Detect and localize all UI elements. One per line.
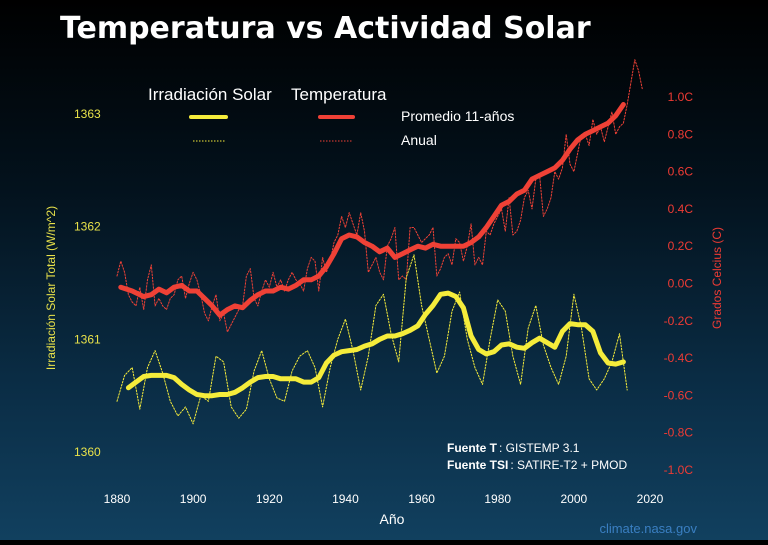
right-tick-7: -0.4C (664, 351, 694, 365)
legend-annual-label: Anual (401, 132, 437, 148)
right-tick-4: 0.2C (668, 239, 694, 253)
left-axis-ticks: 1360 1361 1362 1363 (74, 107, 101, 459)
left-tick-1360: 1360 (74, 445, 101, 459)
right-tick-9: -0.8C (664, 426, 694, 440)
x-tick-1920: 1920 (256, 492, 283, 506)
x-axis-label: Año (380, 511, 405, 527)
right-tick-0: 1.0C (668, 90, 694, 104)
right-tick-5: 0.0C (668, 277, 694, 291)
x-tick-1900: 1900 (180, 492, 207, 506)
source-temp-label: Fuente T (447, 441, 498, 455)
solar-smooth-line (125, 290, 626, 399)
right-tick-1: 0.8C (668, 127, 694, 141)
y-axis-label-left: Irradiación Solar Total (W/m^2) (44, 206, 58, 370)
legend-head-temp: Temperatura (291, 85, 387, 104)
source-temp: Fuente T: GISTEMP 3.1 (447, 441, 580, 455)
left-tick-1362: 1362 (74, 220, 101, 234)
temp-smooth-line (118, 102, 626, 318)
source-temp-value: : GISTEMP 3.1 (499, 441, 580, 455)
x-tick-1960: 1960 (408, 492, 435, 506)
x-tick-1980: 1980 (484, 492, 511, 506)
chart-title: Temperatura vs Actividad Solar (60, 11, 591, 46)
x-tick-1880: 1880 (104, 492, 131, 506)
series-layer (116, 59, 643, 425)
right-tick-8: -0.6C (664, 388, 694, 402)
source-notes: Fuente T: GISTEMP 3.1 Fuente TSI: SATIRE… (447, 441, 627, 472)
x-tick-2020: 2020 (637, 492, 664, 506)
right-tick-3: 0.4C (668, 202, 694, 216)
source-tsi-value: : SATIRE-T2 + PMOD (510, 458, 627, 472)
left-tick-1361: 1361 (74, 332, 101, 346)
source-tsi-label: Fuente TSI (447, 458, 508, 472)
y-axis-label-right: Grados Celcius (C) (710, 227, 724, 329)
right-axis-ticks: 1.0C 0.8C 0.6C 0.4C 0.2C 0.0C -0.2C -0.4C -0.6C -… (664, 90, 694, 477)
left-tick-1363: 1363 (74, 107, 101, 121)
source-tsi: Fuente TSI: SATIRE-T2 + PMOD (447, 458, 627, 472)
solar-annual-line (116, 254, 628, 425)
x-tick-1940: 1940 (332, 492, 359, 506)
right-tick-6: -0.2C (664, 314, 694, 328)
legend-smooth-label: Promedio 11-años (401, 108, 514, 124)
x-axis-ticks: 1880 1900 1920 1940 1960 1980 2000 2020 (104, 492, 664, 506)
x-tick-2000: 2000 (561, 492, 588, 506)
right-tick-10: -1.0C (664, 463, 694, 477)
credit-link[interactable]: climate.nasa.gov (599, 521, 697, 536)
legend-head-solar: Irradiación Solar (148, 85, 272, 104)
right-tick-2: 0.6C (668, 165, 694, 179)
legend: Irradiación Solar Temperatura Promedio 1… (148, 85, 514, 148)
